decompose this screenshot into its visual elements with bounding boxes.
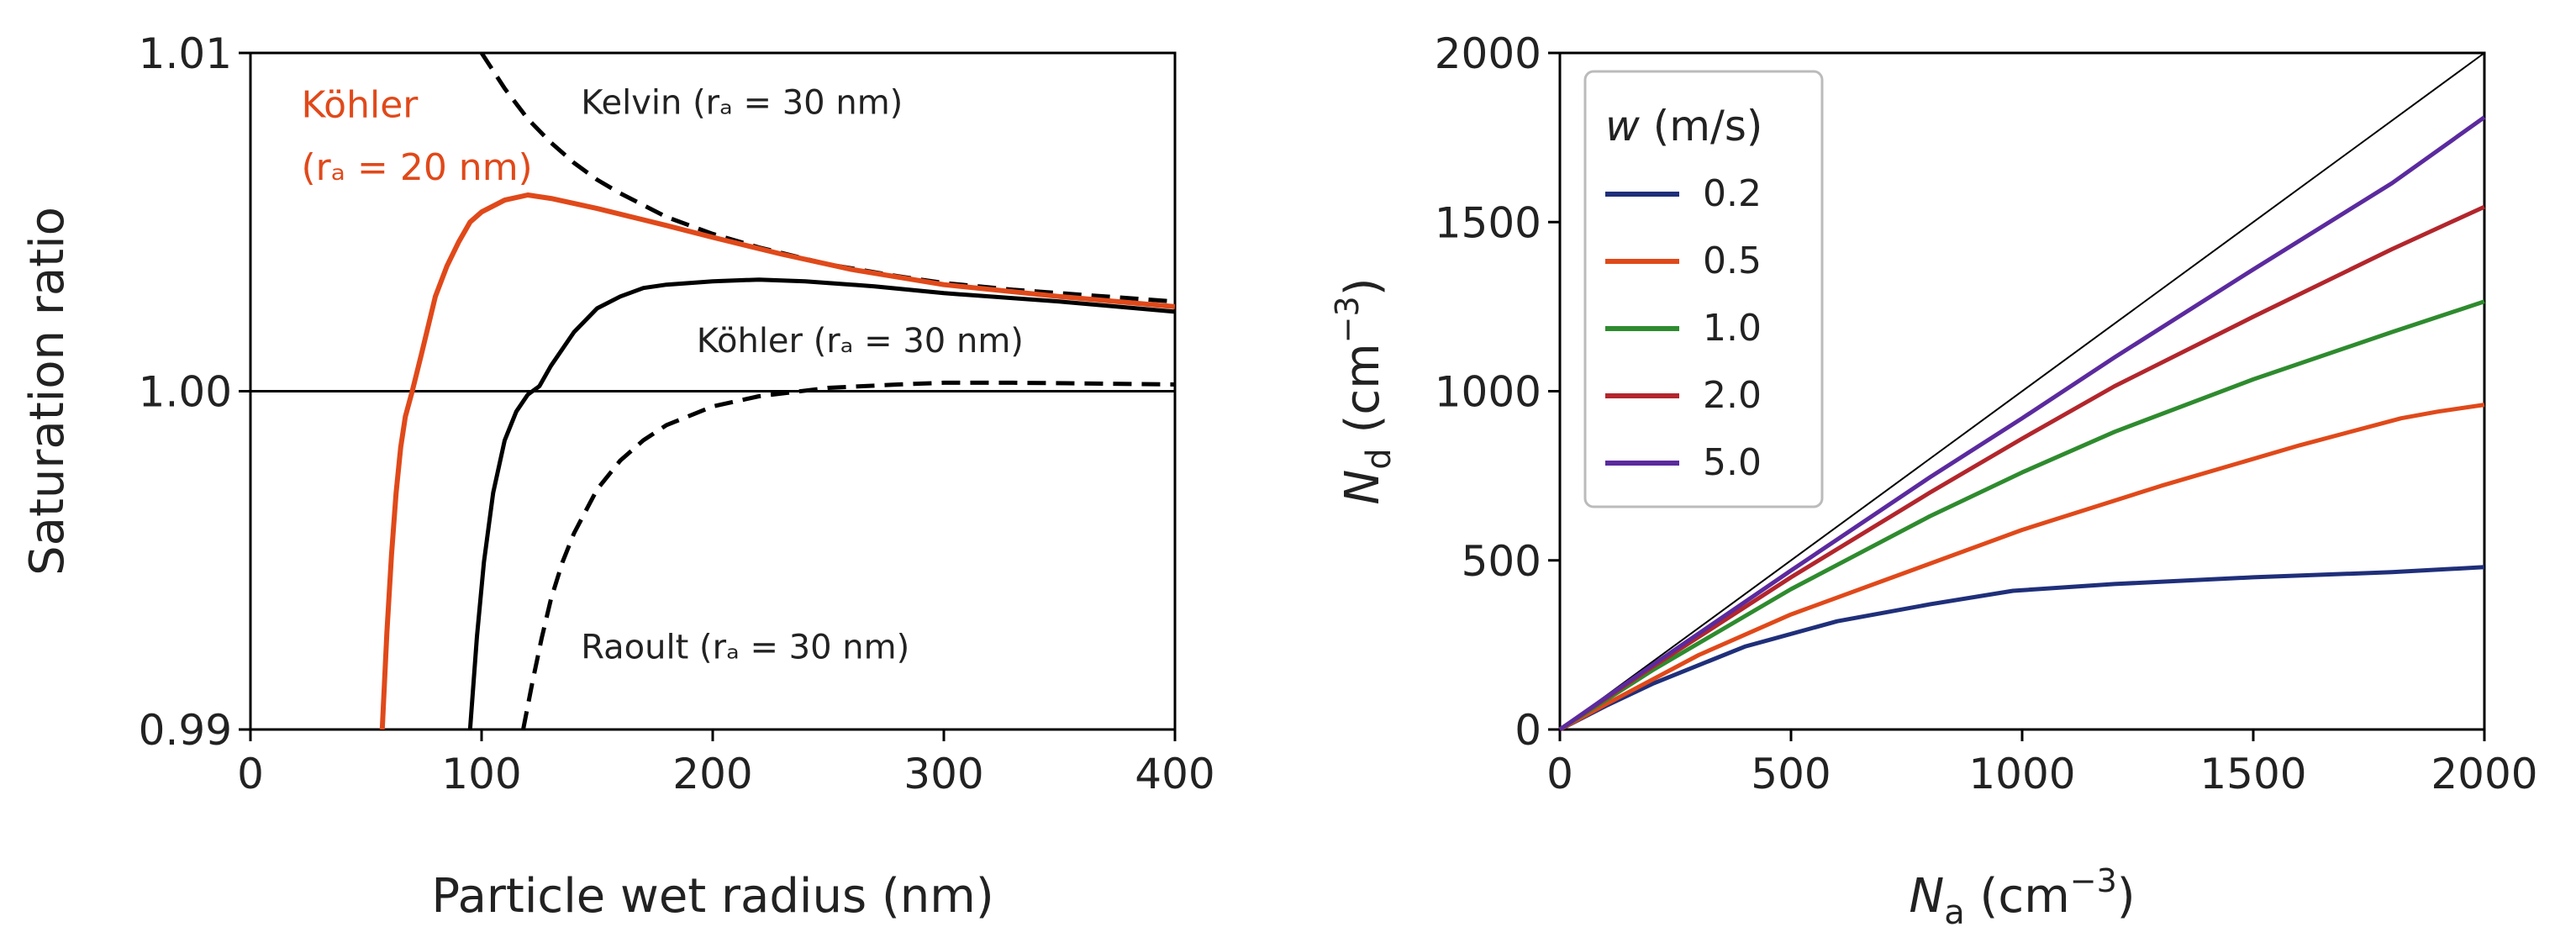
right-x-tick-label: 500 xyxy=(1751,750,1831,798)
left-y-axis-label: Saturation ratio xyxy=(20,207,75,576)
right-y-tick-label: 1000 xyxy=(1435,368,1541,417)
right-x-tick-label: 2000 xyxy=(2431,750,2537,798)
left-annotation: (rₐ = 20 nm) xyxy=(302,146,533,189)
left-x-tick-label: 200 xyxy=(672,750,752,798)
series-line-w-5.0 xyxy=(1558,115,2486,732)
left-x-tick-label: 100 xyxy=(441,750,521,798)
right-x-axis-label: Na (cm−3) xyxy=(1909,862,2135,932)
left-chart-kohler-curves: 0 100 200 300 400 0.99 1.00 1.01 Köhler (rₐ = 20 … xyxy=(20,29,1215,924)
kohler-30nm-curve xyxy=(467,277,1175,729)
series-line-w-0.5 xyxy=(1558,403,2485,732)
left-annotation: Köhler xyxy=(302,83,419,126)
kohler-20nm-curve xyxy=(379,192,1175,729)
series-line-w-2.0 xyxy=(1558,204,2486,732)
legend-label: 0.2 xyxy=(1703,172,1762,215)
legend-label: 5.0 xyxy=(1703,441,1762,484)
legend-label: 2.0 xyxy=(1703,374,1762,417)
left-plot-area xyxy=(250,53,1175,729)
right-y-tick-label: 0 xyxy=(1515,706,1541,755)
left-annotation: Kelvin (rₐ = 30 nm) xyxy=(581,83,903,122)
legend-title: w (m/s) xyxy=(1605,102,1762,150)
right-y-tick-label: 1500 xyxy=(1435,198,1541,247)
left-x-tick-label: 300 xyxy=(903,750,983,798)
left-y-tick-label: 0.99 xyxy=(139,706,232,755)
right-chart-droplet-number: 0 500 1000 1500 2000 0 500 1000 1500 2000 w (m/s) 0… xyxy=(1329,29,2538,932)
raoult-curve xyxy=(521,380,1175,729)
series-line-w-0.2 xyxy=(1558,565,2485,732)
left-annotation: Raoult (rₐ = 30 nm) xyxy=(581,628,909,666)
right-y-tick-label: 2000 xyxy=(1435,29,1541,78)
legend: w (m/s) 0.2 0.5 1.0 2.0 5.0 xyxy=(1583,70,1824,508)
right-x-tick-label: 0 xyxy=(1546,750,1573,798)
right-y-axis-label: Nd (cm−3) xyxy=(1329,277,1399,504)
left-annotation: Köhler (rₐ = 30 nm) xyxy=(697,322,1024,361)
right-y-tick-label: 500 xyxy=(1462,537,1541,586)
one-to-one-line xyxy=(1559,52,2485,730)
left-x-tick-label: 400 xyxy=(1135,750,1214,798)
left-y-tick-label: 1.01 xyxy=(139,29,232,78)
left-y-tick-label: 1.00 xyxy=(139,368,232,417)
legend-label: 1.0 xyxy=(1703,307,1762,350)
series-line-w-1.0 xyxy=(1558,299,2485,732)
left-x-tick-label: 0 xyxy=(237,750,264,798)
legend-label: 0.5 xyxy=(1703,240,1762,282)
right-x-tick-label: 1000 xyxy=(1968,750,2075,798)
right-x-tick-label: 1500 xyxy=(2199,750,2306,798)
left-x-axis-label: Particle wet radius (nm) xyxy=(431,869,993,924)
